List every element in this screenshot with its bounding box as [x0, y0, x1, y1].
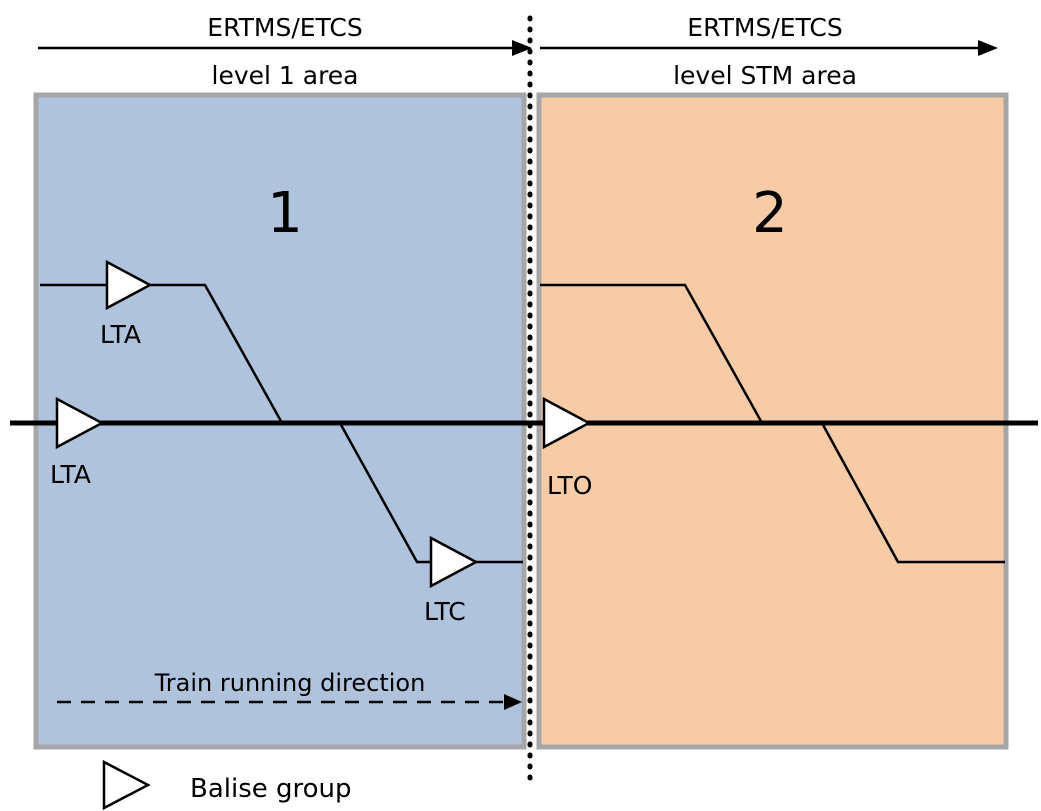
- level1-subtitle: level 1 area: [212, 61, 359, 90]
- levelstm-subtitle: level STM area: [673, 61, 857, 90]
- balise-label-lower-right: LTC: [424, 597, 466, 626]
- level1-title: ERTMS/ETCS: [207, 13, 362, 42]
- balise-main-left: LTA: [50, 396, 105, 489]
- balise-group-triangle-icon: [105, 259, 153, 311]
- tracks-area-2: [540, 283, 1005, 564]
- levelstm-title: ERTMS/ETCS: [687, 13, 842, 42]
- area-number-2: 2: [752, 181, 788, 246]
- train-direction: Train running direction: [57, 669, 522, 710]
- upper-track-area-1: [40, 283, 284, 424]
- level1-arrowhead-icon: [512, 40, 532, 56]
- balise-transition: LTO: [542, 396, 592, 500]
- balise-label-transition: LTO: [547, 471, 592, 500]
- balise-lower-right: LTC: [424, 535, 479, 626]
- balise-upper-left: LTA: [100, 259, 153, 349]
- balise-group-triangle-icon: [542, 396, 592, 450]
- levelstm-arrowhead-icon: [978, 40, 998, 56]
- balise-label-main-left: LTA: [50, 460, 91, 489]
- balise-group-triangle-icon: [429, 535, 479, 589]
- legend: Balise group: [102, 759, 352, 811]
- balise-group-triangle-icon: [55, 396, 105, 450]
- direction-label: Train running direction: [154, 669, 426, 697]
- header: ERTMS/ETCS level 1 area ERTMS/ETCS level…: [38, 13, 998, 90]
- balise-label-upper-left: LTA: [100, 320, 141, 349]
- area-number-1: 1: [267, 181, 303, 246]
- upper-track-area-2: [540, 283, 764, 424]
- tracks-area-1: [40, 283, 523, 564]
- direction-arrowhead-icon: [504, 694, 522, 710]
- lower-track-area-1: [338, 422, 523, 564]
- legend-balise-group-triangle-icon: [102, 759, 151, 811]
- lower-track-area-2: [820, 422, 1005, 564]
- legend-label: Balise group: [190, 774, 352, 804]
